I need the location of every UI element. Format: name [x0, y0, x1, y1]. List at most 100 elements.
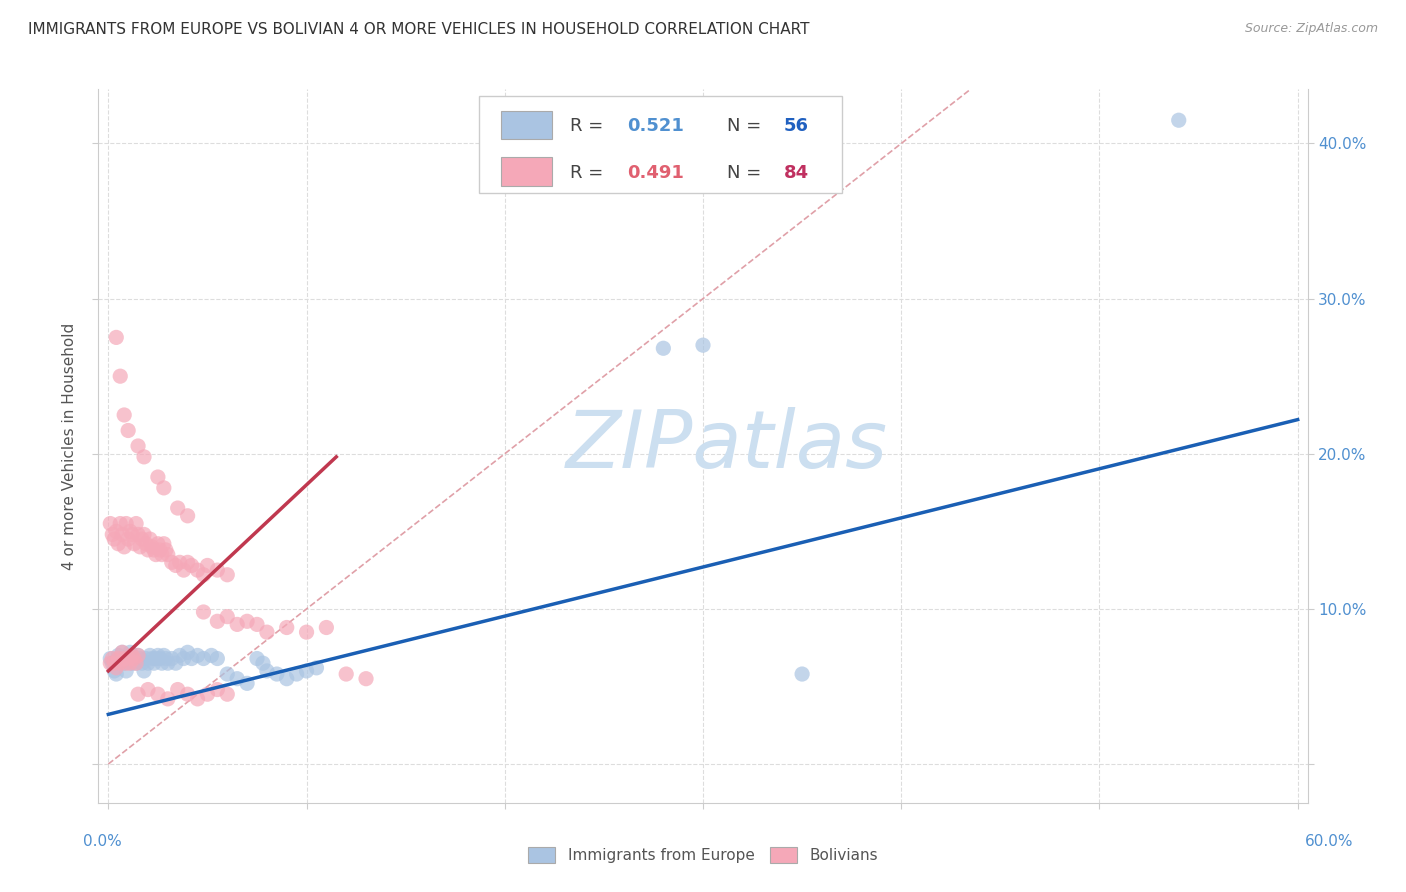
Point	[169, 648, 191, 663]
Point	[156, 691, 179, 706]
Point	[132, 664, 155, 678]
Point	[136, 682, 159, 697]
Point	[125, 656, 148, 670]
Point	[153, 648, 176, 663]
Point	[129, 540, 152, 554]
Point	[139, 532, 162, 546]
Point	[166, 682, 188, 697]
Point	[173, 563, 195, 577]
Point	[142, 543, 165, 558]
Point	[150, 548, 173, 562]
Point	[107, 651, 129, 665]
Point	[145, 548, 167, 562]
Text: 56: 56	[785, 118, 808, 136]
Point	[155, 543, 177, 558]
Point	[132, 527, 155, 541]
Point	[153, 481, 176, 495]
Point	[121, 648, 143, 663]
Point	[105, 524, 128, 539]
Point	[217, 667, 239, 681]
Point	[153, 537, 176, 551]
Point	[160, 555, 183, 569]
Text: 0.521: 0.521	[627, 118, 683, 136]
Text: ZIPatlas: ZIPatlas	[567, 407, 889, 485]
Point	[193, 651, 215, 665]
Point	[200, 648, 222, 663]
Point	[217, 567, 239, 582]
Point	[295, 664, 318, 678]
Point	[131, 656, 153, 670]
Point	[226, 617, 249, 632]
Point	[173, 651, 195, 665]
Point	[692, 338, 714, 352]
Point	[156, 656, 179, 670]
Point	[112, 656, 135, 670]
Point	[217, 687, 239, 701]
Text: IMMIGRANTS FROM EUROPE VS BOLIVIAN 4 OR MORE VEHICLES IN HOUSEHOLD CORRELATION C: IMMIGRANTS FROM EUROPE VS BOLIVIAN 4 OR …	[28, 22, 810, 37]
Point	[115, 656, 138, 670]
Point	[101, 656, 124, 670]
Point	[127, 687, 149, 701]
FancyBboxPatch shape	[501, 157, 553, 186]
Point	[790, 667, 813, 681]
Point	[266, 667, 288, 681]
Point	[136, 543, 159, 558]
Text: N =: N =	[727, 164, 768, 182]
Point	[145, 651, 167, 665]
Point	[111, 527, 134, 541]
Point	[117, 651, 139, 665]
Point	[276, 620, 298, 634]
Point	[139, 648, 162, 663]
Point	[122, 651, 145, 665]
Point	[226, 672, 249, 686]
Point	[101, 527, 124, 541]
Point	[176, 508, 198, 523]
Point	[176, 555, 198, 569]
Point	[217, 609, 239, 624]
Point	[105, 661, 128, 675]
Point	[207, 651, 229, 665]
Text: 60.0%: 60.0%	[1305, 834, 1353, 849]
Point	[156, 548, 179, 562]
Point	[107, 648, 129, 663]
Point	[122, 651, 145, 665]
Point	[166, 501, 188, 516]
Point	[135, 651, 157, 665]
Point	[98, 651, 121, 665]
Point	[180, 558, 202, 573]
Point	[111, 645, 134, 659]
Point	[150, 656, 173, 670]
Point	[112, 540, 135, 554]
Point	[176, 645, 198, 659]
Point	[236, 615, 259, 629]
Point	[110, 651, 132, 665]
Point	[197, 687, 219, 701]
Point	[125, 516, 148, 531]
Point	[146, 687, 169, 701]
Point	[131, 532, 153, 546]
Text: 0.0%: 0.0%	[83, 834, 122, 849]
Point	[107, 537, 129, 551]
Point	[110, 369, 132, 384]
Point	[256, 625, 278, 640]
Point	[155, 651, 177, 665]
Point	[246, 651, 269, 665]
Point	[120, 524, 142, 539]
Point	[256, 664, 278, 678]
Point	[127, 648, 149, 663]
Point	[315, 620, 337, 634]
Point	[165, 656, 187, 670]
Point	[169, 555, 191, 569]
Point	[120, 656, 142, 670]
Point	[207, 615, 229, 629]
Text: 84: 84	[785, 164, 808, 182]
Point	[105, 667, 128, 681]
Point	[135, 537, 157, 551]
Point	[285, 667, 308, 681]
Point	[121, 527, 143, 541]
Point	[111, 645, 134, 659]
Point	[1167, 113, 1189, 128]
Point	[246, 617, 269, 632]
Point	[120, 645, 142, 659]
Text: Source: ZipAtlas.com: Source: ZipAtlas.com	[1244, 22, 1378, 36]
